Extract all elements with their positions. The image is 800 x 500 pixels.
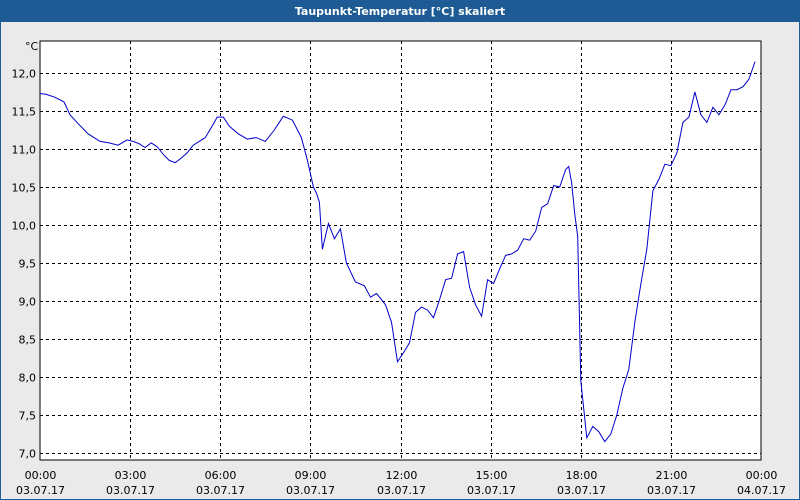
dewpoint-series-line	[39, 61, 756, 443]
grid-lines	[40, 41, 761, 460]
y-tick-label: 11,0	[12, 144, 37, 157]
y-tick-label: 7,0	[19, 448, 37, 461]
x-tick-date: 03.07.17	[286, 484, 335, 497]
y-tick-label: 11,5	[12, 106, 37, 119]
x-tick-time: 21:00	[656, 469, 688, 482]
x-axis-ticks: 00:00 03.07.17 03:00 03.07.17 06:00 03.07.17 0…	[16, 469, 786, 497]
y-tick-label: 7,5	[19, 410, 37, 423]
y-tick-label: 8,0	[19, 372, 37, 385]
window-title: Taupunkt-Temperatur [°C] skaliert	[1, 1, 799, 22]
x-tick-date: 03.07.17	[196, 484, 245, 497]
x-tick-time: 15:00	[476, 469, 508, 482]
x-tick-date: 03.07.17	[377, 484, 426, 497]
x-tick-date: 03.07.17	[467, 484, 516, 497]
x-tick-time: 00:00	[746, 469, 778, 482]
x-tick-time: 03:00	[115, 469, 147, 482]
y-axis-ticks: 12,0 11,5 11,0 10,5 10,0 9,5 9,0 8,5 8,0 7,5 7,0	[12, 68, 37, 461]
y-tick-label: 10,0	[12, 220, 37, 233]
x-tick-date: 03.07.17	[106, 484, 155, 497]
x-tick-time: 09:00	[295, 469, 327, 482]
plot-area	[39, 40, 762, 461]
x-tick-date: 03.07.17	[16, 484, 65, 497]
x-tick-date: 04.07.17	[737, 484, 786, 497]
y-tick-label: 10,5	[12, 182, 37, 195]
x-tick-date: 03.07.17	[647, 484, 696, 497]
x-tick-time: 06:00	[205, 469, 237, 482]
x-tick-date: 03.07.17	[557, 484, 606, 497]
y-tick-label: 9,5	[19, 258, 37, 271]
y-tick-label: 8,5	[19, 334, 37, 347]
y-tick-label: 12,0	[12, 68, 37, 81]
y-tick-label: 9,0	[19, 296, 37, 309]
y-axis-unit: °C	[25, 40, 39, 53]
x-tick-time: 18:00	[566, 469, 598, 482]
x-tick-time: 00:00	[25, 469, 57, 482]
x-tick-time: 12:00	[386, 469, 418, 482]
